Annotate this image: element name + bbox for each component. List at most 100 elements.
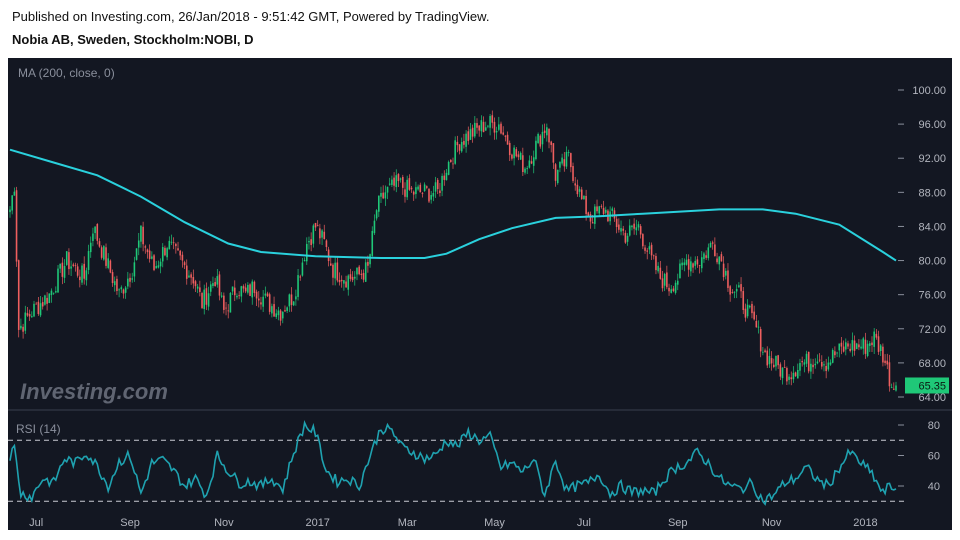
candle-body: [803, 362, 806, 365]
candle-body: [109, 260, 112, 273]
candle-body: [303, 260, 306, 262]
candle-body: [310, 239, 312, 246]
candle-body: [476, 123, 478, 128]
candle-body: [65, 251, 68, 265]
candle-body: [15, 190, 18, 262]
candle-body: [729, 286, 731, 295]
candle-body: [604, 209, 607, 213]
candle-body: [866, 343, 869, 356]
candle-body: [642, 234, 644, 247]
candle-body: [598, 206, 601, 214]
candle-body: [382, 192, 384, 199]
candle-body: [498, 124, 500, 130]
candle-body: [196, 286, 199, 289]
candle-body: [203, 289, 206, 310]
chart-area[interactable]: MA (200, close, 0) RSI (14) Investing.co…: [8, 58, 952, 530]
candle-body: [87, 251, 90, 270]
candle-body: [144, 246, 147, 248]
candle-body: [882, 346, 884, 363]
candle-body: [463, 140, 465, 145]
candle-body: [491, 115, 494, 123]
candle-body: [343, 280, 345, 284]
candle-body: [731, 292, 734, 293]
candle-body: [663, 273, 666, 286]
candle-body: [746, 304, 749, 317]
candle-body: [170, 241, 173, 243]
candle-body: [17, 260, 20, 330]
candle-body: [264, 293, 267, 296]
candle-body: [242, 286, 245, 289]
price-tick-label: 100.00: [912, 85, 946, 97]
candle-body: [652, 255, 655, 257]
candle-body: [508, 142, 511, 156]
candle-body: [63, 265, 66, 278]
rsi-axis: 80 60 40: [8, 420, 940, 502]
candle-body: [85, 270, 88, 281]
candle-body: [214, 282, 216, 287]
candle-body: [118, 289, 120, 291]
candle-body: [781, 367, 784, 379]
candle-body: [426, 186, 428, 188]
price-tick-label: 80.00: [918, 256, 946, 268]
candle-body: [733, 291, 736, 293]
candle-body: [46, 297, 48, 304]
chart-canvas[interactable]: MA (200, close, 0) RSI (14) Investing.co…: [8, 58, 952, 530]
candle-body: [236, 295, 238, 298]
time-axis-label: Nov: [762, 517, 782, 529]
candle-body: [360, 273, 363, 275]
candle-body: [469, 129, 472, 140]
candle-body: [251, 281, 254, 298]
candle-body: [299, 276, 302, 278]
candle-body: [554, 164, 557, 181]
candle-body: [871, 342, 873, 346]
candle-body: [814, 363, 817, 366]
candle-body: [61, 262, 64, 277]
candle-body: [543, 130, 546, 133]
candle-body: [268, 294, 271, 312]
candle-body: [148, 250, 151, 259]
chart-background: [8, 58, 952, 530]
candle-body: [504, 135, 507, 137]
candle-body: [9, 209, 11, 213]
candle-body: [428, 188, 430, 202]
candle-body: [740, 284, 742, 292]
candle-body: [146, 249, 149, 253]
price-tick-label: 88.00: [918, 187, 946, 199]
candle-body: [325, 240, 328, 248]
candle-body: [423, 184, 426, 192]
candle-body: [506, 134, 509, 145]
candle-body: [548, 128, 550, 143]
candle-body: [340, 279, 343, 282]
candle-body: [181, 254, 184, 261]
candle-body: [367, 261, 369, 266]
candle-body: [517, 154, 520, 158]
candle-body: [386, 186, 389, 193]
candle-body: [223, 295, 225, 310]
candle-body: [11, 195, 13, 211]
candle-body: [783, 367, 786, 368]
candle-body: [709, 243, 712, 248]
candle-body: [81, 265, 83, 283]
candle-body: [860, 346, 862, 349]
candle-body: [399, 178, 402, 180]
candle-body: [700, 257, 703, 269]
candle-body: [281, 311, 284, 319]
candle-body: [338, 279, 341, 283]
candle-body: [788, 376, 790, 380]
candle-body: [358, 266, 360, 275]
candle-body: [225, 307, 227, 309]
price-tick-label: 68.00: [918, 358, 946, 370]
candle-body: [59, 263, 61, 269]
candle-body: [683, 262, 686, 266]
candle-body: [825, 366, 827, 372]
ma-indicator-label: MA (200, close, 0): [18, 66, 115, 80]
candle-body: [807, 351, 810, 372]
candle-body: [35, 303, 37, 305]
candle-body: [748, 305, 751, 308]
candle-body: [22, 326, 24, 332]
candle-body: [724, 270, 727, 276]
candle-body: [450, 159, 452, 163]
candle-body: [129, 277, 131, 282]
candle-body: [622, 228, 625, 231]
candle-body: [443, 175, 446, 180]
